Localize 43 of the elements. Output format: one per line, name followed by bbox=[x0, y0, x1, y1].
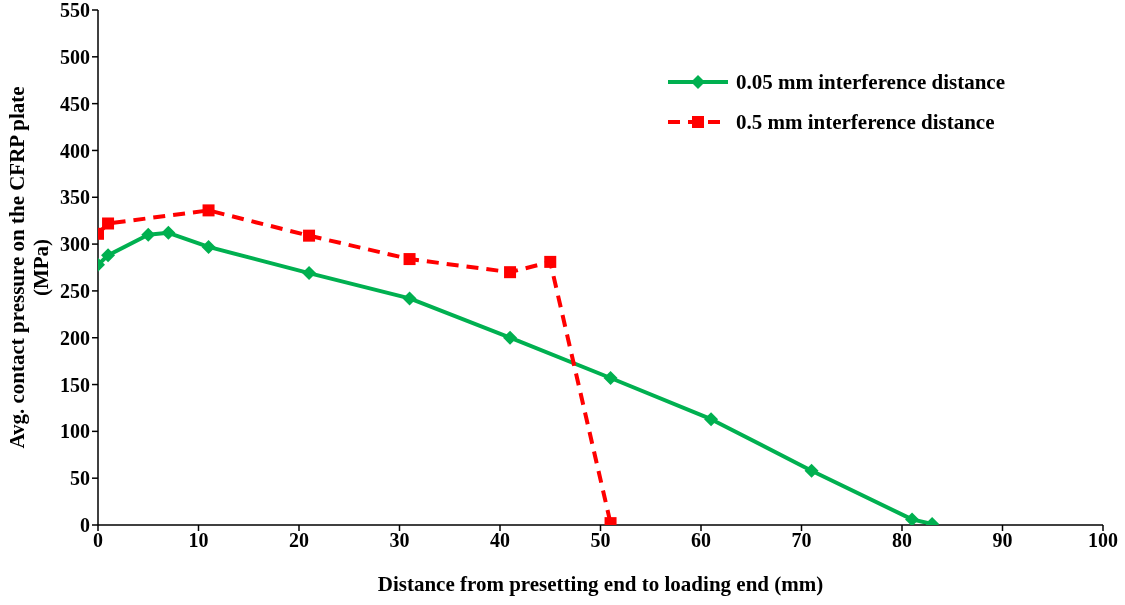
y-tick-label: 550 bbox=[60, 0, 90, 22]
x-tick-label: 30 bbox=[389, 529, 410, 552]
legend-label: 0.5 mm interference distance bbox=[735, 109, 995, 135]
x-axis-title: Distance from presetting end to loading end (mm) bbox=[376, 572, 825, 597]
y-tick-label: 300 bbox=[60, 233, 90, 256]
x-tick-label: 20 bbox=[289, 529, 309, 552]
point bbox=[141, 227, 156, 242]
point bbox=[102, 217, 115, 230]
point bbox=[503, 330, 518, 345]
x-tick-label: 100 bbox=[1088, 529, 1118, 552]
point bbox=[804, 463, 819, 478]
point bbox=[202, 204, 215, 217]
point bbox=[504, 266, 517, 279]
x-tick-label: 10 bbox=[188, 529, 209, 552]
x-tick-label: 50 bbox=[590, 529, 611, 552]
y-tick-label: 0 bbox=[80, 514, 90, 537]
point bbox=[544, 255, 557, 268]
x-tick-label: 90 bbox=[992, 529, 1013, 552]
point bbox=[302, 266, 317, 281]
point bbox=[402, 291, 417, 306]
point bbox=[603, 370, 618, 385]
y-tick-label: 400 bbox=[60, 139, 90, 162]
point bbox=[201, 239, 216, 254]
y-tick-label: 500 bbox=[60, 45, 90, 68]
x-tick-label: 70 bbox=[791, 529, 812, 552]
x-tick-label: 60 bbox=[691, 529, 711, 552]
point bbox=[905, 512, 920, 525]
y-tick-label: 250 bbox=[60, 280, 90, 303]
y-tick-label: 200 bbox=[60, 326, 90, 349]
point bbox=[704, 412, 719, 427]
point bbox=[101, 248, 116, 263]
y-tick-label: 450 bbox=[60, 92, 90, 115]
y-axis-title: Avg. contact pressure on the CFRP plate (MPa) bbox=[5, 86, 53, 449]
y-tick-label: 150 bbox=[60, 373, 90, 396]
point bbox=[303, 229, 316, 242]
y-tick-label: 350 bbox=[60, 186, 90, 209]
legend-label: 0.05 mm interference distance bbox=[735, 69, 1005, 95]
point bbox=[161, 225, 176, 240]
x-tick-label: 40 bbox=[490, 529, 510, 552]
y-tick-label: 100 bbox=[60, 420, 90, 443]
y-tick-label: 50 bbox=[70, 467, 90, 490]
point bbox=[403, 253, 416, 266]
x-tick-label: 80 bbox=[892, 529, 912, 552]
